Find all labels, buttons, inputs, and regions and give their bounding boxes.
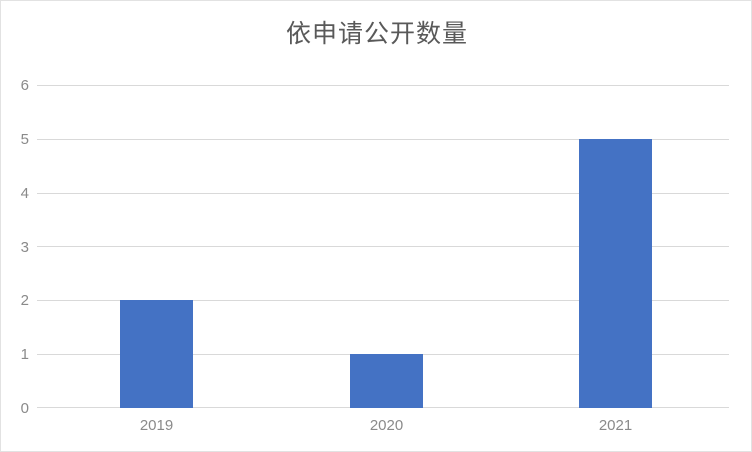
gridline-2 bbox=[37, 300, 729, 301]
y-tick-label-1: 1 bbox=[20, 346, 29, 363]
bar-2021[interactable] bbox=[579, 138, 652, 408]
gridline-3 bbox=[37, 246, 729, 247]
chart-title: 依申请公开数量 bbox=[285, 20, 468, 48]
y-tick-label-4: 4 bbox=[20, 185, 29, 202]
bar-2019[interactable] bbox=[120, 300, 193, 408]
gridline-5 bbox=[37, 139, 729, 140]
bar-2020[interactable] bbox=[350, 354, 423, 408]
x-tick-label-2019: 2019 bbox=[139, 417, 174, 434]
y-tick-label-0: 0 bbox=[20, 400, 29, 417]
y-axis-label-group: 6 5 4 3 2 1 0 bbox=[1, 1, 31, 451]
gridline-6 bbox=[37, 85, 729, 86]
y-tick-label-5: 5 bbox=[20, 131, 29, 148]
x-tick-label-2021: 2021 bbox=[598, 417, 633, 434]
y-tick-label-2: 2 bbox=[20, 292, 29, 309]
x-tick-label-2020: 2020 bbox=[369, 417, 404, 434]
gridline-4 bbox=[37, 193, 729, 194]
x-axis-label-group: 2019 2020 2021 bbox=[37, 417, 729, 441]
y-tick-label-3: 3 bbox=[20, 239, 29, 256]
y-tick-label-6: 6 bbox=[20, 77, 29, 94]
plot-area bbox=[37, 85, 729, 408]
